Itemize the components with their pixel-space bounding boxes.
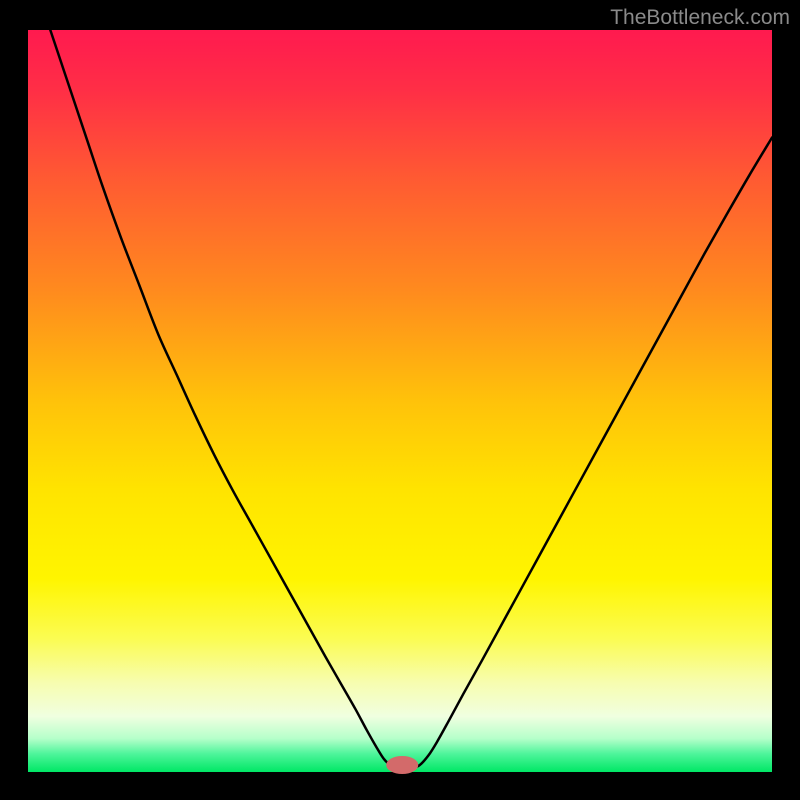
bottleneck-chart (0, 0, 800, 800)
figure-container: TheBottleneck.com (0, 0, 800, 800)
minimum-marker (386, 756, 418, 774)
plot-area (28, 30, 772, 772)
